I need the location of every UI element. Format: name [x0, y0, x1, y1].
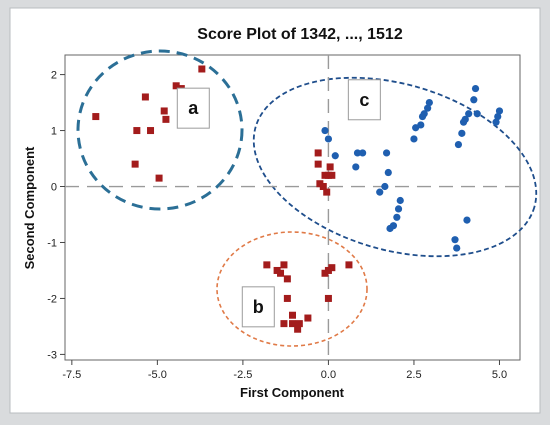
data-point-circle [451, 236, 459, 244]
data-point-circle [353, 149, 362, 157]
data-point-circle [424, 104, 432, 112]
data-point-circle [453, 244, 461, 252]
group-label-box [241, 286, 275, 328]
group-label-box [176, 87, 210, 129]
data-point-square [133, 127, 141, 135]
data-point-square [324, 294, 332, 302]
y-tick-label: -2 [47, 293, 57, 305]
data-point-square [172, 82, 180, 90]
data-point-square [155, 174, 163, 182]
data-point-circle [461, 115, 469, 123]
x-tick-label: -2.5 [233, 369, 252, 381]
data-point-square [160, 107, 168, 115]
data-point-square [328, 171, 336, 179]
data-point-circle [420, 110, 428, 118]
data-point-circle [352, 163, 360, 171]
y-tick-label: 0 [51, 182, 57, 194]
data-point-square [162, 115, 170, 123]
data-point-square [263, 261, 271, 269]
data-point-circle [417, 121, 425, 129]
x-tick-label: 5.0 [492, 369, 507, 381]
data-point-square [326, 163, 334, 171]
data-point-circle [473, 110, 481, 118]
data-point-square [131, 160, 139, 168]
data-point-square [289, 320, 296, 328]
data-point-circle [393, 213, 401, 221]
x-tick-label: -5.0 [148, 369, 167, 381]
data-point-circle [465, 110, 473, 118]
data-point-square [198, 65, 206, 73]
axis-ticks: -7.5 -5.0 -2.5 0.0 2.5 5.0 -3 -2 -1 0 1 2 [47, 70, 507, 381]
data-point-square [141, 93, 149, 101]
data-point-square [277, 269, 285, 277]
x-axis-title: First Component [240, 385, 345, 400]
data-point-circle [384, 168, 392, 177]
data-point-square [283, 275, 291, 283]
data-point-circle [359, 149, 367, 157]
data-point-circle [425, 98, 433, 107]
data-point-circle [471, 84, 480, 93]
y-tick-label: -1 [47, 237, 57, 249]
y-tick-label: -3 [47, 349, 57, 361]
data-point-square [280, 320, 288, 328]
data-point-square [304, 314, 312, 322]
cluster-a-outline [76, 49, 244, 211]
data-point-square [319, 183, 327, 191]
data-point-circle [389, 222, 398, 230]
data-point-square [294, 325, 302, 333]
cluster-outlines [76, 49, 538, 347]
data-point-circle [321, 126, 329, 135]
data-point-square [314, 160, 322, 168]
data-point-circle [396, 196, 404, 205]
y-tick-label: 2 [51, 70, 57, 82]
data-point-circle [394, 205, 403, 213]
data-point-square [280, 261, 288, 269]
y-axis-title: Second Component [22, 146, 37, 269]
group-label-text: a [188, 98, 199, 118]
reference-lines [65, 55, 520, 360]
group-label-text: c [359, 90, 369, 110]
data-point-square [283, 294, 291, 302]
data-point-square [314, 149, 322, 157]
data-point-circle [376, 188, 384, 196]
data-point-circle [381, 182, 389, 191]
data-point-circle [495, 107, 504, 115]
data-point-circle [382, 149, 391, 157]
data-point-circle [324, 135, 333, 143]
data-point-square [92, 113, 100, 121]
data-point-circle [454, 140, 463, 149]
data-points [92, 65, 504, 333]
group-label-box [347, 79, 381, 121]
cluster-c-outline [252, 76, 538, 258]
data-point-square [328, 264, 336, 272]
data-point-circle [331, 152, 339, 160]
x-tick-label: -7.5 [62, 369, 81, 381]
group-label-text: b [253, 297, 264, 317]
data-point-circle [458, 129, 466, 137]
data-point-circle [410, 135, 418, 143]
data-point-circle [494, 112, 502, 121]
data-point-square [323, 188, 331, 196]
group-labels: a b c [176, 79, 381, 328]
data-point-square [147, 127, 155, 135]
x-tick-label: 2.5 [406, 369, 421, 381]
data-point-square [345, 261, 353, 269]
data-point-circle [492, 118, 500, 126]
x-tick-label: 0.0 [321, 369, 336, 381]
data-point-circle [470, 96, 478, 104]
data-point-square [295, 320, 303, 328]
data-point-square [289, 311, 296, 319]
chart-title: Score Plot of 1342, ..., 1512 [197, 26, 403, 43]
y-tick-label: 1 [51, 126, 57, 138]
data-point-circle [463, 216, 471, 224]
cluster-b-outline [216, 231, 368, 347]
